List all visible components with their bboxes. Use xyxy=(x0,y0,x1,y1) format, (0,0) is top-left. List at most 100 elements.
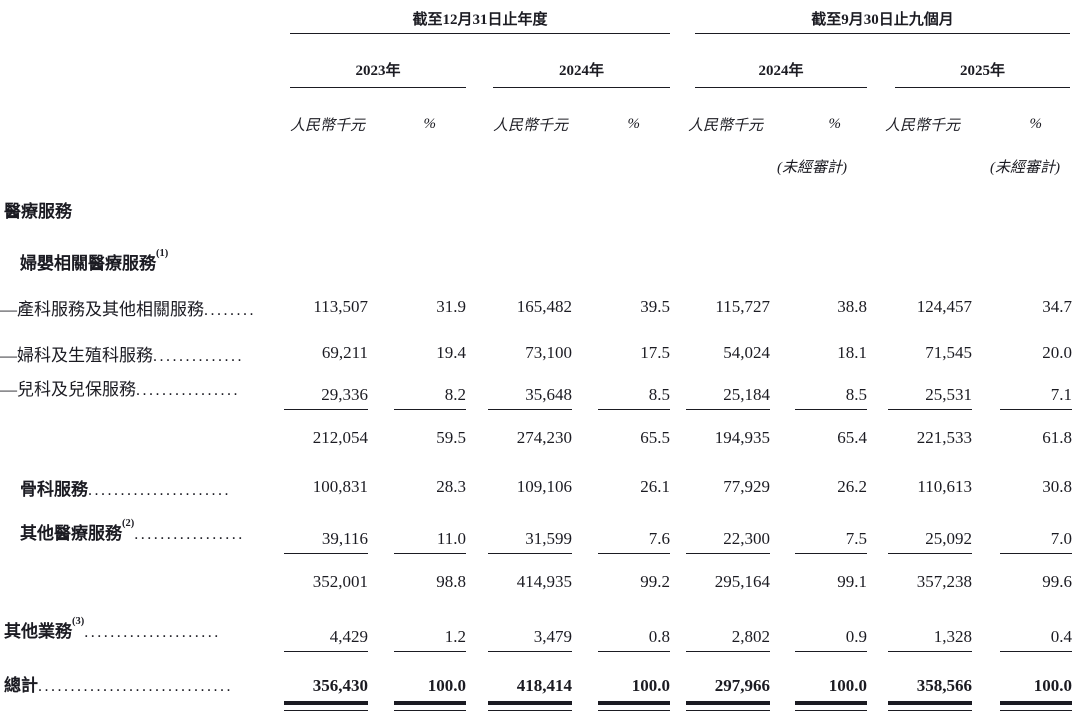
cell: 100.0 xyxy=(572,652,670,719)
footnote-2-marker: (2) xyxy=(122,518,135,530)
table-row-medical-services: 醫療服務 xyxy=(0,180,1072,238)
subtotal-rule xyxy=(888,553,972,554)
cell: 1,328 xyxy=(867,600,972,652)
total-double-rule xyxy=(598,701,670,711)
cell: 29,336 xyxy=(280,376,368,410)
cell-value: 25,092 xyxy=(925,529,972,548)
cell-value: 99.6 xyxy=(1042,572,1072,591)
row-label: —婦科及生殖科服務.............. xyxy=(0,345,244,365)
cell-value: 100.0 xyxy=(427,676,466,695)
unaudited-row: (未經審計) (未經審計) xyxy=(0,142,1072,180)
cell-value: 31.9 xyxy=(436,297,466,316)
cell: 297,966 xyxy=(670,652,770,719)
cell-value: 110,613 xyxy=(917,477,972,496)
cell: 8.2 xyxy=(368,376,466,410)
cell-value: 8.2 xyxy=(444,385,466,404)
cell: 31,599 xyxy=(466,506,572,554)
table-row-pediatrics: —兒科及兒保服務................ 29,336 8.2 35,6… xyxy=(0,376,1072,410)
cell-value: 29,336 xyxy=(321,385,368,404)
cell: 7.1 xyxy=(972,376,1072,410)
year-2024-interim-header: 2024年 xyxy=(670,34,867,88)
subtotal-rule xyxy=(394,409,466,410)
subtotal-rule xyxy=(1000,651,1072,652)
year-2023-label: 2023年 xyxy=(290,59,466,88)
cell-value: 7.1 xyxy=(1050,385,1072,404)
percent-label-2023: % xyxy=(423,115,437,132)
cell: 100.0 xyxy=(368,652,466,719)
row-label: 骨科服務...................... xyxy=(20,479,231,499)
row-label: 總計.............................. xyxy=(4,676,233,695)
cell-value: 59.5 xyxy=(436,428,466,447)
cell-value: 20.0 xyxy=(1042,343,1072,362)
row-label: 醫療服務 xyxy=(4,201,72,221)
dot-leader: ........ xyxy=(204,301,256,319)
cell-value: 8.5 xyxy=(845,385,867,404)
dot-leader: ................ xyxy=(136,382,240,399)
subtotal-rule xyxy=(888,651,972,652)
cell-value: 31,599 xyxy=(525,529,572,548)
cell: 0.9 xyxy=(770,600,867,652)
cell-value: 109,106 xyxy=(516,477,572,496)
total-double-rule xyxy=(488,701,572,711)
cell-value: 0.8 xyxy=(648,627,670,646)
cell-value: 4,429 xyxy=(329,627,368,646)
cell: 4,429 xyxy=(280,600,368,652)
cell-value: 65.4 xyxy=(837,428,867,447)
cell-value: 25,531 xyxy=(925,385,972,404)
year-2024-annual-label: 2024年 xyxy=(493,59,670,88)
cell: 25,184 xyxy=(670,376,770,410)
table-row-total: 總計.............................. 356,430… xyxy=(0,652,1072,719)
cell-value: 100,831 xyxy=(312,477,368,496)
table-row-subtotal-medical: 352,001 98.8 414,935 99.2 295,164 99.1 3… xyxy=(0,554,1072,600)
cell: 7.0 xyxy=(972,506,1072,554)
table-row-obstetrics: —產科服務及其他相關服務........ 113,507 31.9 165,48… xyxy=(0,284,1072,330)
group-interim-header: 截至9月30日止九個月 xyxy=(670,0,1072,34)
cell-value: 69,211 xyxy=(321,343,368,362)
cell-value: 0.9 xyxy=(845,627,867,646)
cell-value: 22,300 xyxy=(723,529,770,548)
cell-value: 3,479 xyxy=(533,627,572,646)
percent-label-2025: % xyxy=(1029,115,1043,132)
unaudited-label-2025: (未經審計) xyxy=(990,160,1060,176)
row-label: —兒科及兒保服務................ xyxy=(0,380,240,399)
cell-value: 358,566 xyxy=(916,676,972,695)
cell: 418,414 xyxy=(466,652,572,719)
subtotal-rule xyxy=(394,553,466,554)
cell: 0.8 xyxy=(572,600,670,652)
subtotal-rule xyxy=(598,409,670,410)
subtotal-rule xyxy=(284,553,368,554)
total-double-rule xyxy=(888,701,972,711)
year-2023-header: 2023年 xyxy=(280,34,466,88)
cell-value: 11.0 xyxy=(436,529,466,548)
cell-value: 124,457 xyxy=(916,297,972,316)
cell-value: 113,507 xyxy=(313,297,368,316)
subtotal-rule xyxy=(598,553,670,554)
cell: 22,300 xyxy=(670,506,770,554)
cell-value: 18.1 xyxy=(837,343,867,362)
cell-value: 73,100 xyxy=(525,343,572,362)
table-row-maternal-infant: 婦嬰相關醫療服務(1) xyxy=(0,238,1072,284)
dot-leader: ................. xyxy=(134,526,245,543)
footnote-1-marker: (1) xyxy=(156,248,169,259)
cell-value: 100.0 xyxy=(1033,676,1072,695)
cell-value: 297,966 xyxy=(714,676,770,695)
cell: 0.4 xyxy=(972,600,1072,652)
year-header-row: 2023年 2024年 2024年 2025年 xyxy=(0,34,1072,88)
subtotal-rule xyxy=(598,651,670,652)
group-annual-label: 截至12月31日止年度 xyxy=(290,8,670,34)
cell: 39,116 xyxy=(280,506,368,554)
cell-value: 38.8 xyxy=(837,297,867,316)
dot-leader: ...................... xyxy=(88,481,231,499)
cell-value: 1,328 xyxy=(933,627,972,646)
cell-value: 194,935 xyxy=(714,428,770,447)
cell-value: 26.2 xyxy=(837,477,867,496)
row-label: 其他業務(3)..................... xyxy=(4,616,221,641)
group-interim-label: 截至9月30日止九個月 xyxy=(695,8,1070,34)
cell-value: 77,929 xyxy=(723,477,770,496)
percent-label-2024a: % xyxy=(627,115,641,132)
cell: 356,430 xyxy=(280,652,368,719)
cell-value: 274,230 xyxy=(516,428,572,447)
total-double-rule xyxy=(686,701,770,711)
